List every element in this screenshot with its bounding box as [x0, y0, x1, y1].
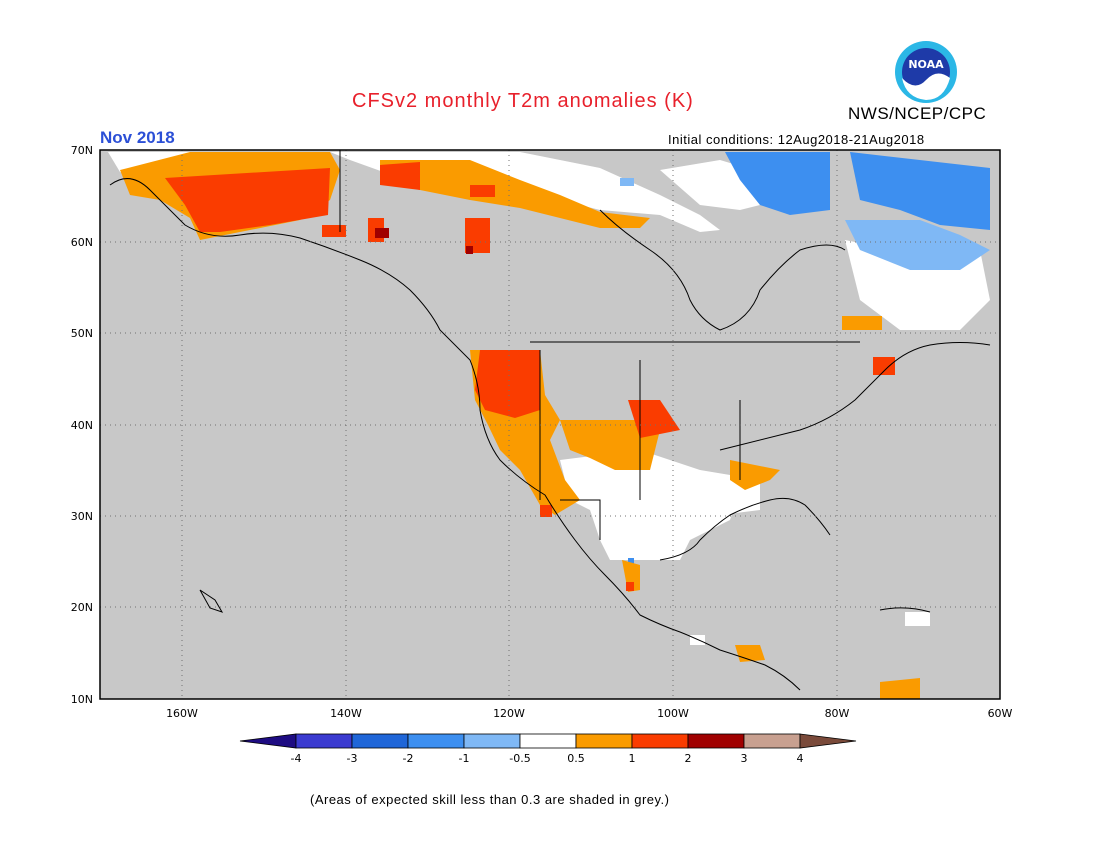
lat-label: 30N [71, 510, 93, 523]
legend-tick-label: 0.5 [567, 752, 585, 765]
lat-label: 20N [71, 601, 93, 614]
lon-label: 160W [166, 707, 198, 720]
legend-swatch [575, 733, 633, 749]
noaa-logo: NOAA [895, 41, 957, 103]
lon-label: 80W [825, 707, 850, 720]
color-legend: -4 -3 -2 -1 -0.5 0.5 1 2 3 4 [239, 733, 857, 765]
legend-tick-label: -4 [291, 752, 302, 765]
legend-tick-label: -1 [459, 752, 470, 765]
agency-label: NWS/NCEP/CPC [848, 104, 987, 123]
legend-tick-label: 4 [797, 752, 804, 765]
lon-label: 60W [988, 707, 1013, 720]
legend-swatch [631, 733, 689, 749]
noaa-logo-text: NOAA [908, 58, 944, 71]
latitude-labels: 70N 60N 50N 40N 30N 20N 10N [71, 144, 93, 706]
legend-tick-label: 3 [741, 752, 748, 765]
lat-label: 40N [71, 419, 93, 432]
legend-arrow-low [239, 733, 297, 749]
legend-tick-label: -3 [347, 752, 358, 765]
legend-tick-label: 1 [629, 752, 636, 765]
map-plot [99, 149, 1001, 700]
lat-label: 50N [71, 327, 93, 340]
legend-swatch [407, 733, 465, 749]
legend-swatch [743, 733, 801, 749]
lat-label: 10N [71, 693, 93, 706]
initial-conditions: Initial conditions: 12Aug2018-21Aug2018 [668, 132, 925, 147]
lon-label: 100W [657, 707, 689, 720]
anomaly-positive-regions [120, 152, 920, 699]
lon-label: 140W [330, 707, 362, 720]
lon-label: 120W [493, 707, 525, 720]
map-title: CFSv2 monthly T2m anomalies (K) [352, 90, 694, 112]
longitude-labels: 160W 140W 120W 100W 80W 60W [166, 707, 1012, 720]
legend-tick-label: -0.5 [509, 752, 530, 765]
legend-arrow-high [799, 733, 857, 749]
legend-tick-label: 2 [685, 752, 692, 765]
lat-label: 60N [71, 236, 93, 249]
forecast-month: Nov 2018 [100, 128, 175, 147]
legend-swatch [687, 733, 745, 749]
skill-footnote: (Areas of expected skill less than 0.3 a… [310, 792, 670, 807]
anomaly-negative-regions [620, 152, 990, 566]
lat-label: 70N [71, 144, 93, 157]
map-frame [99, 149, 1001, 700]
legend-swatch [519, 733, 577, 749]
gridlines [100, 150, 1000, 699]
legend-swatch [351, 733, 409, 749]
legend-swatch [463, 733, 521, 749]
coastlines [109, 150, 991, 691]
legend-tick-label: -2 [403, 752, 414, 765]
legend-swatch [295, 733, 353, 749]
